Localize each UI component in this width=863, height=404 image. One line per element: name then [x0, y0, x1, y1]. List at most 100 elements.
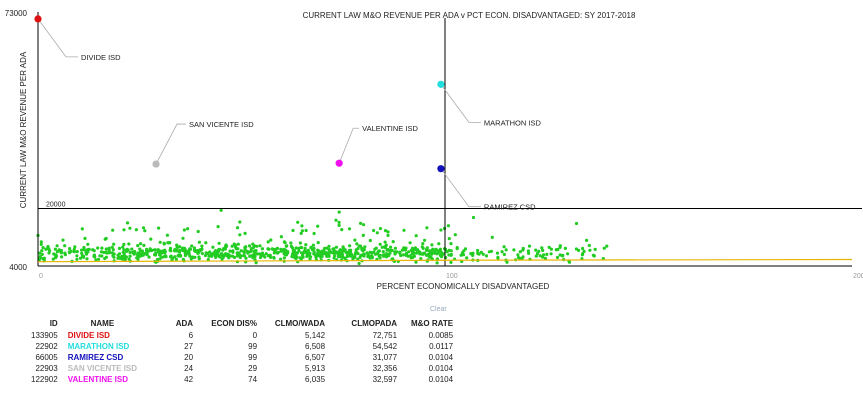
data-point — [238, 220, 242, 224]
data-point — [512, 248, 516, 252]
data-point — [543, 256, 548, 260]
data-point — [496, 256, 500, 260]
cell-clmo-wada: 6,508 — [305, 342, 326, 351]
data-point — [235, 226, 240, 230]
data-point — [490, 235, 494, 239]
x-tick-label: 0 — [39, 273, 43, 280]
data-point — [127, 257, 131, 261]
data-point — [504, 248, 508, 252]
data-point — [324, 251, 328, 255]
data-point — [160, 255, 164, 259]
data-point — [566, 252, 570, 256]
data-point — [327, 248, 331, 252]
cell-ada: 20 — [184, 353, 194, 362]
data-point — [169, 254, 173, 259]
cell-id: 133905 — [31, 331, 58, 340]
leader-line — [37, 18, 78, 58]
data-point — [143, 229, 147, 233]
data-point — [103, 256, 107, 261]
data-point — [378, 242, 382, 246]
highlight-label: SAN VICENTE ISD — [189, 120, 254, 129]
data-point — [98, 254, 102, 258]
data-point — [316, 241, 320, 245]
col-header-econ: ECON DIS% — [211, 319, 258, 328]
data-point — [86, 242, 90, 246]
cell-clmo-wada: 6,035 — [305, 375, 326, 384]
data-point — [40, 249, 44, 253]
data-point — [587, 243, 591, 248]
data-point — [134, 228, 138, 232]
data-point — [353, 238, 357, 242]
data-point — [162, 241, 166, 245]
data-point — [104, 236, 108, 241]
data-point — [102, 250, 106, 254]
data-point — [175, 245, 179, 249]
data-point — [130, 247, 134, 251]
data-point — [121, 257, 125, 261]
data-point — [476, 251, 480, 255]
data-point — [104, 247, 108, 251]
data-point — [138, 247, 142, 251]
data-point — [378, 227, 383, 231]
data-point — [308, 257, 312, 261]
data-point — [567, 260, 572, 264]
data-point — [476, 248, 480, 253]
cell-clmopada: 72,751 — [372, 331, 398, 340]
cell-name: MARATHON ISD — [67, 342, 130, 351]
data-point — [63, 253, 67, 257]
data-point — [384, 252, 388, 256]
cell-name: DIVIDE ISD — [67, 331, 110, 340]
data-point — [232, 242, 236, 246]
table-row: 133905 DIVIDE ISD 6 0 5,142 72,751 0.0085 — [26, 330, 458, 341]
data-point — [462, 249, 466, 253]
data-point — [80, 251, 84, 255]
data-point — [312, 231, 316, 236]
data-point — [333, 254, 337, 258]
data-point — [329, 250, 333, 255]
data-point — [140, 249, 144, 253]
data-point — [282, 256, 286, 260]
data-point — [298, 241, 302, 245]
data-point — [346, 254, 350, 258]
data-point — [574, 221, 579, 226]
cell-econ-dis: 74 — [248, 375, 258, 384]
data-point — [59, 251, 64, 255]
data-point — [122, 242, 126, 246]
data-point — [239, 254, 243, 258]
data-point — [411, 255, 415, 259]
data-point — [449, 260, 453, 264]
data-point — [81, 254, 86, 258]
data-point — [236, 247, 240, 251]
data-point — [426, 252, 430, 256]
data-point — [361, 249, 365, 253]
data-point — [187, 252, 191, 256]
cell-name: SAN VICENTE ISD — [67, 364, 138, 373]
data-point — [558, 245, 562, 249]
cell-id: 66005 — [35, 353, 58, 362]
data-point — [361, 233, 365, 237]
data-point — [500, 250, 504, 254]
y-axis-label: CURRENT LAW M&O REVENUE PER ADA — [19, 51, 28, 208]
data-point — [168, 241, 172, 245]
col-header-name: NAME — [90, 319, 115, 328]
data-point — [362, 223, 366, 227]
data-point — [299, 231, 303, 235]
data-point — [387, 254, 391, 258]
data-point — [321, 249, 325, 253]
table-row: 122902 VALENTINE ISD 42 74 6,035 32,597 0.0104 — [26, 374, 458, 385]
data-point — [91, 248, 95, 252]
data-point — [425, 246, 429, 250]
data-point — [236, 242, 240, 246]
data-point — [440, 251, 444, 255]
data-point — [368, 250, 372, 254]
data-point — [363, 245, 367, 249]
data-point — [325, 246, 329, 250]
data-point — [128, 250, 132, 254]
data-point — [225, 244, 229, 248]
data-point — [348, 244, 352, 248]
data-point — [268, 253, 272, 257]
data-point — [247, 244, 252, 248]
data-point — [534, 248, 538, 252]
data-point — [258, 244, 262, 248]
clear-button[interactable]: Clear — [430, 306, 447, 313]
